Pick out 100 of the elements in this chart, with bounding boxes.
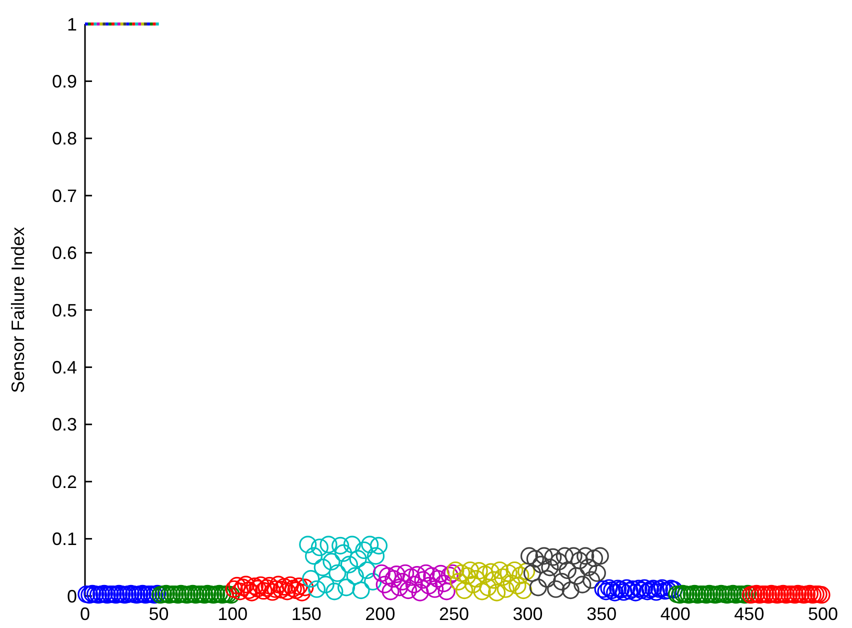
point bbox=[169, 586, 187, 604]
point bbox=[609, 580, 627, 598]
point bbox=[204, 586, 222, 604]
point bbox=[417, 564, 435, 582]
point bbox=[222, 586, 240, 604]
point bbox=[278, 582, 296, 600]
point bbox=[242, 584, 261, 602]
point bbox=[780, 585, 798, 604]
point bbox=[84, 584, 102, 603]
point bbox=[198, 584, 216, 603]
point bbox=[78, 585, 96, 604]
point bbox=[411, 584, 429, 602]
point bbox=[765, 585, 784, 604]
point bbox=[349, 550, 367, 568]
point bbox=[196, 586, 214, 604]
point bbox=[738, 584, 757, 603]
point bbox=[574, 576, 592, 594]
point bbox=[299, 536, 317, 554]
point bbox=[92, 585, 110, 604]
point bbox=[686, 584, 704, 603]
point bbox=[320, 536, 338, 554]
point bbox=[798, 585, 816, 604]
point bbox=[618, 579, 636, 597]
point bbox=[328, 564, 346, 582]
point bbox=[219, 585, 237, 604]
point bbox=[558, 561, 576, 580]
point bbox=[712, 584, 730, 603]
point bbox=[216, 585, 234, 604]
point bbox=[334, 544, 352, 562]
point bbox=[110, 584, 128, 603]
point bbox=[438, 582, 456, 600]
point bbox=[80, 586, 98, 604]
point bbox=[806, 585, 824, 604]
point bbox=[514, 581, 532, 600]
point bbox=[399, 581, 418, 600]
point bbox=[594, 580, 612, 598]
point bbox=[281, 576, 299, 594]
point bbox=[768, 586, 786, 604]
point bbox=[104, 585, 122, 604]
point bbox=[151, 586, 170, 604]
point bbox=[290, 577, 308, 596]
y-tick-label: 0.1 bbox=[52, 529, 77, 550]
point bbox=[428, 570, 447, 588]
point bbox=[665, 580, 683, 599]
x-tick-label: 450 bbox=[734, 604, 764, 624]
point bbox=[163, 585, 181, 604]
point bbox=[506, 561, 524, 580]
point bbox=[361, 536, 379, 554]
point bbox=[694, 585, 712, 604]
point bbox=[388, 565, 406, 584]
x-tick-label: 100 bbox=[218, 604, 248, 624]
point bbox=[284, 580, 302, 598]
point bbox=[562, 581, 580, 600]
point bbox=[296, 578, 314, 596]
point bbox=[742, 586, 760, 604]
y-axis-title: Sensor Failure Index bbox=[8, 226, 28, 394]
point bbox=[544, 548, 562, 566]
point bbox=[588, 564, 606, 582]
point bbox=[148, 584, 166, 603]
point bbox=[718, 586, 736, 604]
point bbox=[101, 585, 119, 604]
point bbox=[653, 579, 671, 597]
point bbox=[570, 552, 588, 570]
point bbox=[750, 586, 768, 604]
point bbox=[246, 577, 264, 596]
point bbox=[376, 576, 394, 594]
point bbox=[585, 549, 604, 568]
point bbox=[446, 561, 464, 580]
point bbox=[508, 576, 526, 595]
point bbox=[518, 562, 536, 580]
point bbox=[647, 583, 666, 601]
point bbox=[332, 536, 350, 554]
point bbox=[591, 547, 609, 565]
point bbox=[576, 547, 594, 565]
point bbox=[228, 576, 246, 595]
point bbox=[638, 582, 656, 600]
point bbox=[680, 586, 698, 604]
point bbox=[346, 567, 364, 585]
point bbox=[626, 584, 644, 602]
point bbox=[744, 585, 762, 604]
point bbox=[494, 568, 512, 586]
point bbox=[340, 556, 358, 574]
point bbox=[405, 576, 423, 594]
point bbox=[671, 586, 689, 604]
point bbox=[314, 558, 332, 576]
point bbox=[473, 582, 491, 600]
point bbox=[107, 586, 125, 604]
point bbox=[308, 580, 326, 598]
point bbox=[358, 561, 376, 580]
x-tick-label: 400 bbox=[660, 604, 690, 624]
point bbox=[496, 580, 514, 598]
point bbox=[396, 564, 414, 582]
point bbox=[804, 586, 822, 604]
point bbox=[556, 547, 574, 565]
point bbox=[762, 584, 780, 603]
point bbox=[467, 570, 485, 588]
point bbox=[322, 552, 340, 570]
y-tick-label: 0.2 bbox=[52, 472, 77, 492]
point bbox=[754, 585, 772, 604]
point bbox=[771, 585, 789, 604]
